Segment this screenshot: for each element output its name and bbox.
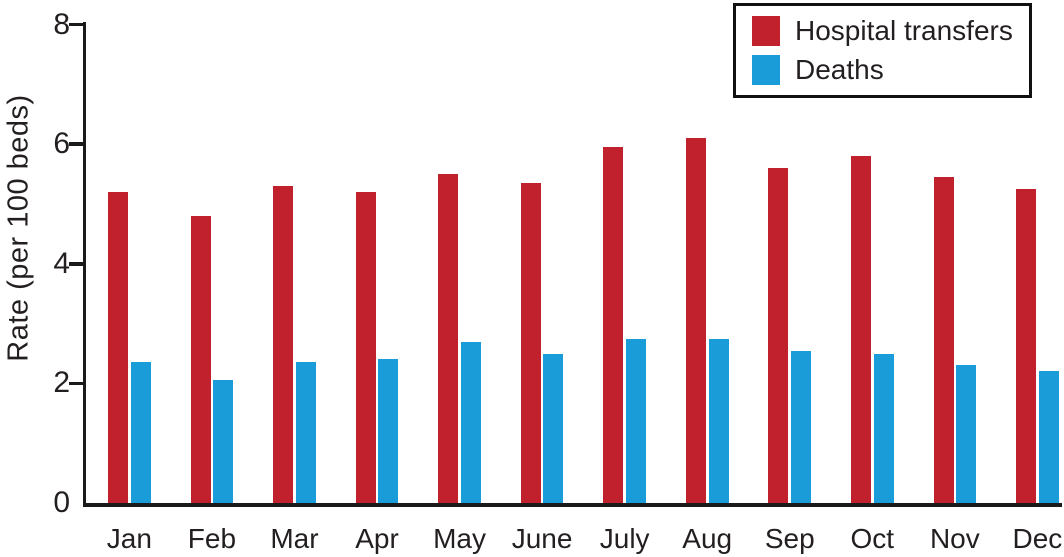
bar-hospital-transfers-jan [108, 192, 128, 503]
bar-hospital-transfers-june [520, 183, 541, 503]
x-tick-label-feb: Feb [187, 523, 237, 554]
bar-deaths-nov [956, 365, 977, 503]
bar-deaths-jan [130, 362, 151, 503]
y-tick-mark-2 [69, 381, 83, 386]
y-tick-mark-6 [69, 142, 83, 146]
y-tick-label-4: 4 [53, 246, 70, 280]
bar-hospital-transfers-feb [190, 215, 211, 503]
bar-deaths-mar [295, 362, 316, 503]
y-tick-mark-8 [69, 22, 83, 27]
bar-deaths-aug [708, 338, 729, 503]
legend-swatch-deaths [752, 55, 780, 85]
bar-hospital-transfers-nov [933, 177, 954, 503]
bar-hospital-transfers-aug [685, 138, 706, 503]
legend-item-hospital-transfers: Hospital transfers [752, 16, 1029, 46]
x-tick-label-mar: Mar [270, 523, 319, 554]
bar-hospital-transfers-oct [850, 156, 871, 503]
x-tick-label-sep: Sep [764, 523, 815, 554]
bar-hospital-transfers-mar [273, 186, 294, 503]
bar-deaths-june [543, 353, 564, 503]
x-tick-label-may: May [433, 523, 486, 554]
y-tick-label-0: 0 [53, 486, 70, 519]
legend-item-deaths: Deaths [752, 55, 1029, 85]
y-tick-label-8: 8 [53, 7, 70, 41]
y-tick-mark-4 [69, 262, 83, 266]
x-tick-label-oct: Oct [850, 523, 895, 554]
legend: Hospital transfers Deaths [733, 3, 1032, 98]
bar-deaths-oct [873, 353, 894, 503]
bar-deaths-may [460, 341, 481, 503]
bar-hospital-transfers-apr [355, 192, 376, 503]
y-tick-label-6: 6 [53, 127, 70, 161]
bar-deaths-sep [791, 350, 812, 503]
x-tick-label-jan: Jan [106, 523, 152, 554]
legend-label-hospital-transfers: Hospital transfers [795, 15, 1013, 46]
bar-deaths-dec [1038, 371, 1059, 503]
y-tick-label-2: 2 [53, 366, 70, 400]
x-tick-label-nov: Nov [929, 523, 980, 554]
y-axis-line [83, 22, 86, 507]
bar-deaths-feb [213, 380, 234, 503]
x-tick-label-aug: Aug [682, 523, 733, 554]
legend-label-deaths: Deaths [795, 54, 884, 85]
x-tick-label-apr: Apr [355, 523, 399, 554]
x-tick-label-dec: Dec [1012, 523, 1063, 554]
bar-hospital-transfers-dec [1016, 189, 1037, 503]
bar-hospital-transfers-may [438, 174, 459, 503]
x-tick-label-june: June [511, 523, 573, 554]
x-axis-line [83, 503, 1062, 507]
x-tick-label-july: July [599, 523, 650, 554]
bar-deaths-apr [378, 359, 399, 503]
legend-swatch-hospital-transfers [752, 16, 780, 46]
bar-deaths-july [626, 338, 646, 503]
bar-hospital-transfers-sep [768, 168, 789, 503]
bar-hospital-transfers-july [603, 147, 624, 503]
